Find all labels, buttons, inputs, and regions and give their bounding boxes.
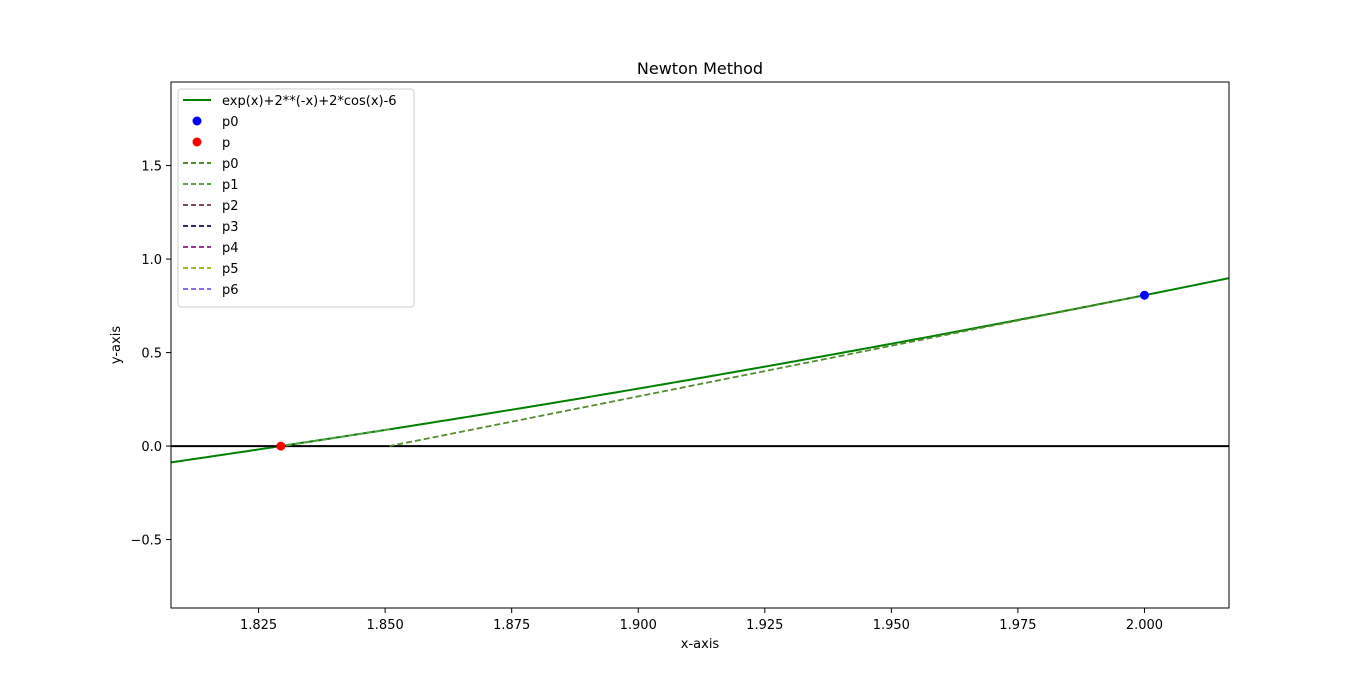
legend-label-tangent-p6: p6: [222, 283, 239, 298]
y-tick-label: −0.5: [130, 534, 162, 549]
plot-frame: [170, 81, 1230, 609]
legend-label-tangent-p3: p3: [222, 220, 239, 235]
y-axis-ticks: −0.5 0.0 0.5 1.0 1.5: [130, 160, 171, 549]
plot-area: [171, 277, 1229, 464]
x-tick-label: 1.925: [746, 618, 783, 633]
x-axis-label: x-axis: [681, 637, 720, 652]
x-axis-ticks: 1.825 1.850 1.875 1.900 1.925 1.950 1.975 2.000: [240, 608, 1163, 633]
y-tick-label: 0.5: [141, 347, 162, 362]
x-tick-label: 1.825: [240, 618, 277, 633]
legend-swatch-point-p0: [192, 116, 202, 126]
x-tick-label: 1.875: [493, 618, 530, 633]
legend-label-point-p: p: [222, 136, 230, 151]
legend-label-function: exp(x)+2**(-x)+2*cos(x)-6: [222, 94, 397, 109]
chart-title: Newton Method: [637, 59, 763, 78]
x-tick-label: 1.850: [367, 618, 404, 633]
tangent-line-p0: [389, 294, 1145, 447]
point-p0: [1139, 290, 1149, 300]
x-tick-label: 1.950: [873, 618, 910, 633]
legend-label-point-p0: p0: [222, 115, 239, 130]
y-tick-label: 1.0: [141, 253, 162, 268]
x-tick-label: 1.900: [620, 618, 657, 633]
y-tick-label: 0.0: [141, 440, 162, 455]
point-p: [276, 441, 286, 451]
legend-box: [177, 88, 415, 308]
y-axis-label: y-axis: [109, 326, 124, 364]
legend-swatch-point-p: [192, 137, 202, 147]
legend-label-tangent-p4: p4: [222, 241, 239, 256]
y-tick-label: 1.5: [141, 160, 162, 175]
legend: exp(x)+2**(-x)+2*cos(x)-6 p0 p p0 p1 p2 p3 p4 p5…: [177, 88, 415, 308]
legend-label-tangent-p2: p2: [222, 199, 239, 214]
x-tick-label: 2.000: [1126, 618, 1163, 633]
legend-label-tangent-p0: p0: [222, 157, 239, 172]
legend-label-tangent-p5: p5: [222, 262, 239, 277]
tangent-line-p1: [282, 428, 390, 447]
legend-label-tangent-p1: p1: [222, 178, 239, 193]
x-tick-label: 1.975: [999, 618, 1036, 633]
